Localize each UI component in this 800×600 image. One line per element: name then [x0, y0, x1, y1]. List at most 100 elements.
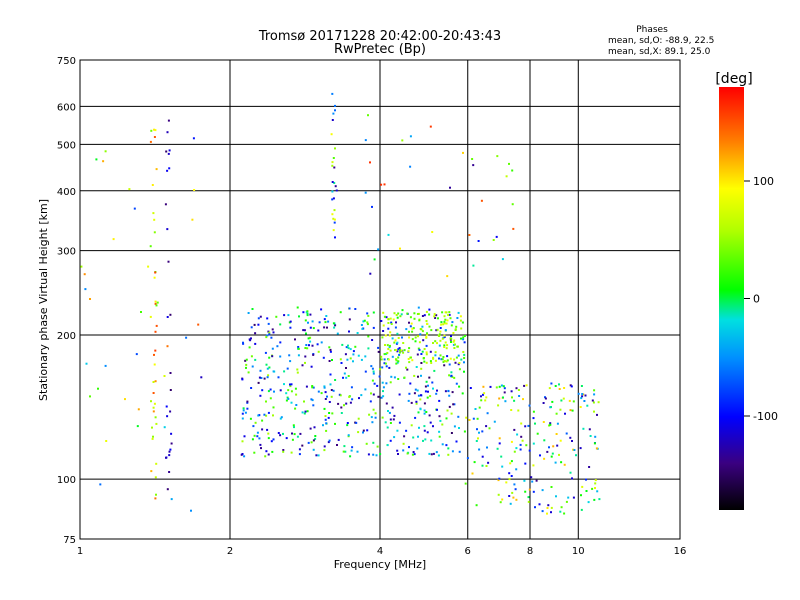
echo-point [325, 429, 328, 432]
echo-point [374, 412, 377, 415]
echo-point [241, 378, 244, 381]
echo-point [347, 347, 350, 350]
echo-point [393, 436, 396, 439]
echo-point [388, 411, 391, 414]
echo-point [591, 399, 594, 402]
echo-point [382, 386, 385, 389]
echo-point [168, 167, 171, 170]
echo-point [516, 433, 519, 436]
echo-point [450, 412, 453, 415]
echo-point [271, 355, 274, 358]
echo-point [408, 336, 411, 339]
echo-point [580, 385, 583, 387]
echo-point [448, 374, 451, 377]
colorbar-label: [deg] [715, 71, 752, 87]
echo-point [277, 376, 280, 379]
echo-point [168, 450, 171, 453]
echo-point [250, 387, 253, 389]
echo-point [402, 449, 405, 452]
echo-point [253, 323, 256, 326]
echo-point [354, 345, 357, 348]
echo-point [200, 376, 203, 379]
echo-point [370, 416, 373, 419]
echo-point [437, 334, 440, 337]
echo-point [421, 315, 424, 317]
echo-point [442, 323, 445, 326]
echo-point [582, 427, 585, 430]
echo-point [443, 315, 446, 318]
echo-point [387, 327, 390, 330]
colorbar-tick-label: 0 [753, 293, 760, 306]
echo-point [414, 340, 417, 343]
echo-point [448, 394, 451, 397]
echo-point [167, 152, 170, 155]
echo-point [528, 449, 531, 452]
echo-point [254, 358, 257, 361]
echo-point [448, 363, 451, 366]
echo-point [83, 273, 86, 276]
echo-point [450, 374, 453, 377]
echo-point [508, 495, 511, 497]
echo-point [425, 310, 428, 313]
echo-point [436, 328, 439, 331]
echo-point [503, 387, 506, 390]
echo-point [244, 359, 247, 362]
echo-point [397, 337, 400, 339]
echo-point [360, 324, 363, 326]
echo-point [389, 422, 392, 424]
echo-point [399, 349, 402, 351]
echo-point [408, 361, 411, 364]
echo-point [267, 411, 270, 414]
colorbar-gradient [719, 87, 744, 510]
echo-point [269, 388, 272, 391]
echo-point [242, 341, 244, 344]
echo-point [191, 218, 194, 221]
echo-point [414, 416, 417, 419]
echo-point [395, 349, 398, 352]
echo-point [282, 449, 285, 451]
echo-point [489, 385, 492, 388]
echo-point [342, 376, 344, 379]
echo-point [453, 347, 456, 349]
echo-point [414, 336, 417, 339]
echo-point [155, 422, 158, 425]
x-tick-label: 10 [572, 546, 585, 557]
echo-point [445, 322, 448, 325]
echo-point [434, 351, 437, 354]
echo-point [511, 491, 514, 494]
echo-point [307, 441, 310, 444]
echo-point [476, 428, 478, 431]
echo-point [556, 422, 559, 425]
echo-point [128, 188, 131, 191]
echo-point [364, 139, 367, 142]
echo-point [387, 233, 390, 236]
echo-point [168, 454, 171, 457]
echo-point [436, 342, 438, 345]
echo-point [462, 151, 464, 154]
echo-point [340, 412, 343, 414]
echo-point [364, 355, 367, 358]
echo-point [136, 425, 139, 428]
echo-point [352, 350, 355, 353]
echo-point [372, 326, 375, 329]
echo-point [296, 435, 299, 438]
echo-point [276, 345, 279, 348]
echo-point [550, 382, 553, 385]
echo-point [337, 402, 340, 405]
echo-point [474, 408, 477, 410]
echo-point [154, 497, 157, 500]
echo-point [304, 347, 307, 349]
echo-point [560, 399, 563, 402]
echo-point [417, 394, 420, 397]
echo-point [311, 386, 314, 389]
echo-point [185, 336, 188, 339]
echo-point [424, 438, 427, 441]
x-tick-label: 4 [377, 546, 383, 557]
echo-point [440, 321, 443, 324]
echo-point [377, 346, 380, 349]
echo-point [266, 376, 269, 379]
echo-point [265, 336, 268, 339]
echo-point [496, 447, 499, 450]
echo-point [418, 348, 421, 351]
echo-point [382, 395, 385, 398]
